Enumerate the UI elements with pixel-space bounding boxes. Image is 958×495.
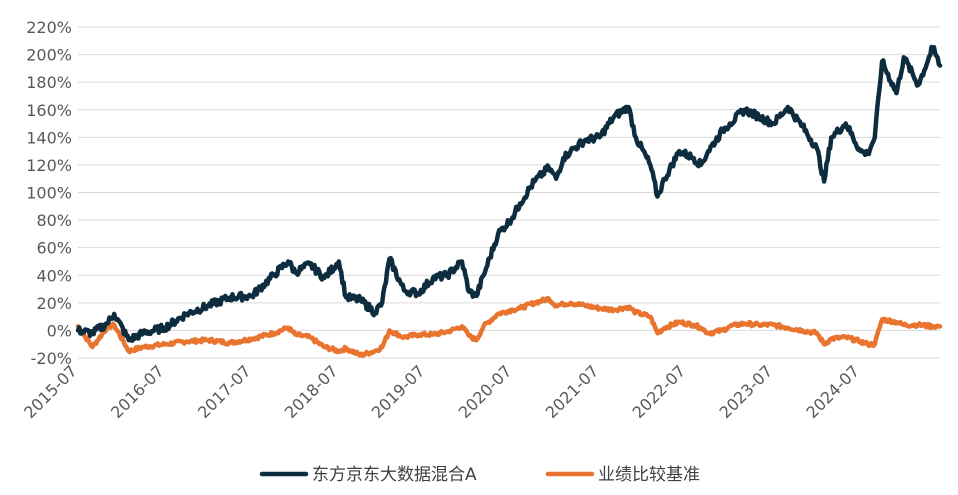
x-tick-label: 2019-07 — [368, 361, 429, 422]
y-tick-label: 220% — [26, 18, 72, 37]
y-tick-label: 40% — [36, 266, 72, 285]
legend: 东方京东大数据混合A 业绩比较基准 — [259, 465, 700, 485]
y-tick-label: 120% — [26, 156, 72, 175]
series-lines — [75, 44, 943, 359]
fund-series-line — [75, 44, 943, 344]
x-tick-label: 2015-07 — [20, 361, 81, 422]
legend-item-fund: 东方京东大数据混合A — [259, 465, 477, 485]
x-tick-label: 2016-07 — [107, 361, 168, 422]
y-tick-label: 100% — [26, 184, 72, 203]
x-tick-label: 2022-07 — [629, 361, 690, 422]
x-tick-label: 2018-07 — [281, 361, 342, 422]
benchmark-series-line — [75, 295, 943, 359]
legend-item-benchmark: 业绩比较基准 — [545, 465, 700, 485]
y-axis-ticks: 220% 200% 180% 160% 140% 120% 100% 80% 60% 40% 20%… — [26, 18, 72, 368]
x-tick-label: 2023-07 — [716, 361, 777, 422]
x-tick-label: 2021-07 — [542, 361, 603, 422]
y-tick-label: 180% — [26, 73, 72, 92]
y-tick-label: 160% — [26, 101, 72, 120]
x-tick-label: 2020-07 — [455, 361, 516, 422]
legend-label: 业绩比较基准 — [598, 465, 700, 485]
legend-label: 东方京东大数据混合A — [312, 465, 477, 485]
y-tick-label: 80% — [36, 211, 72, 230]
y-tick-label: -20% — [31, 349, 72, 368]
x-axis-ticks: 2015-07 2016-07 2017-07 2018-07 2019-07 2020-… — [20, 361, 863, 422]
x-tick-label: 2017-07 — [194, 361, 255, 422]
y-tick-label: 140% — [26, 128, 72, 147]
y-tick-label: 0% — [47, 321, 72, 340]
y-tick-label: 60% — [36, 239, 72, 258]
y-tick-label: 200% — [26, 46, 72, 65]
x-tick-label: 2024-07 — [802, 361, 863, 422]
y-tick-label: 20% — [36, 294, 72, 313]
